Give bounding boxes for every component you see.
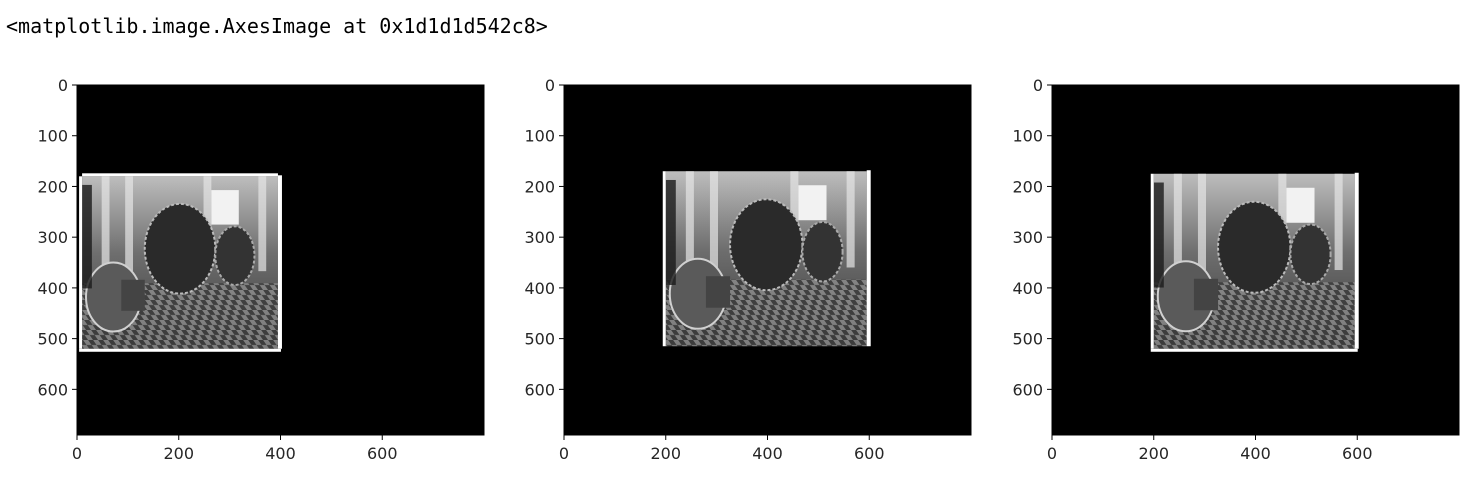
- y-tick-label: 400: [37, 279, 68, 298]
- x-tick-label: 200: [650, 444, 681, 463]
- y-tick-label: 600: [1012, 380, 1043, 399]
- y-tick-label: 300: [1012, 228, 1043, 247]
- x-tick-label: 400: [752, 444, 783, 463]
- y-tick-label: 300: [37, 228, 68, 247]
- image-panel-1: 0 200 400 600 0 100 200 300 400 500 600: [37, 76, 485, 463]
- x-tick-label: 0: [1047, 444, 1057, 463]
- y-tick-label: 100: [37, 127, 68, 146]
- y-tick-label: 200: [524, 177, 555, 196]
- y-tick-label: 500: [37, 330, 68, 349]
- output-repr-text: <matplotlib.image.AxesImage at 0x1d1d1d5…: [6, 14, 548, 38]
- photo: [665, 171, 867, 347]
- y-tick-label: 300: [524, 228, 555, 247]
- x-tick-label: 600: [1342, 444, 1373, 463]
- y-tick-label: 0: [545, 76, 555, 95]
- photo: [82, 176, 278, 349]
- photo: [1153, 173, 1355, 349]
- x-tick-label: 600: [367, 444, 398, 463]
- x-tick-label: 600: [854, 444, 885, 463]
- photo-frame: [662, 170, 871, 347]
- x-tick-label: 400: [265, 444, 296, 463]
- y-tick-label: 100: [524, 127, 555, 146]
- y-tick-label: 200: [1012, 177, 1043, 196]
- x-tick-label: 400: [1240, 444, 1271, 463]
- x-tick-label: 200: [1138, 444, 1169, 463]
- y-tick-label: 0: [58, 76, 68, 95]
- x-tick-label: 200: [163, 444, 194, 463]
- y-tick-label: 400: [1012, 279, 1043, 298]
- image-panel-3: 0 200 400 600 0 100 200 300 400 500 600: [1012, 76, 1460, 463]
- photo-frame: [1150, 172, 1359, 352]
- y-tick-label: 500: [524, 330, 555, 349]
- photo-frame: [79, 173, 282, 352]
- y-tick-label: 500: [1012, 330, 1043, 349]
- y-tick-label: 600: [37, 380, 68, 399]
- y-tick-label: 100: [1012, 127, 1043, 146]
- x-tick-label: 0: [72, 444, 82, 463]
- y-tick-label: 400: [524, 279, 555, 298]
- y-tick-label: 0: [1033, 76, 1043, 95]
- image-panel-2: 0 200 400 600 0 100 200 300 400 500 600: [524, 76, 972, 463]
- x-tick-label: 0: [559, 444, 569, 463]
- y-tick-label: 200: [37, 177, 68, 196]
- y-tick-label: 600: [524, 380, 555, 399]
